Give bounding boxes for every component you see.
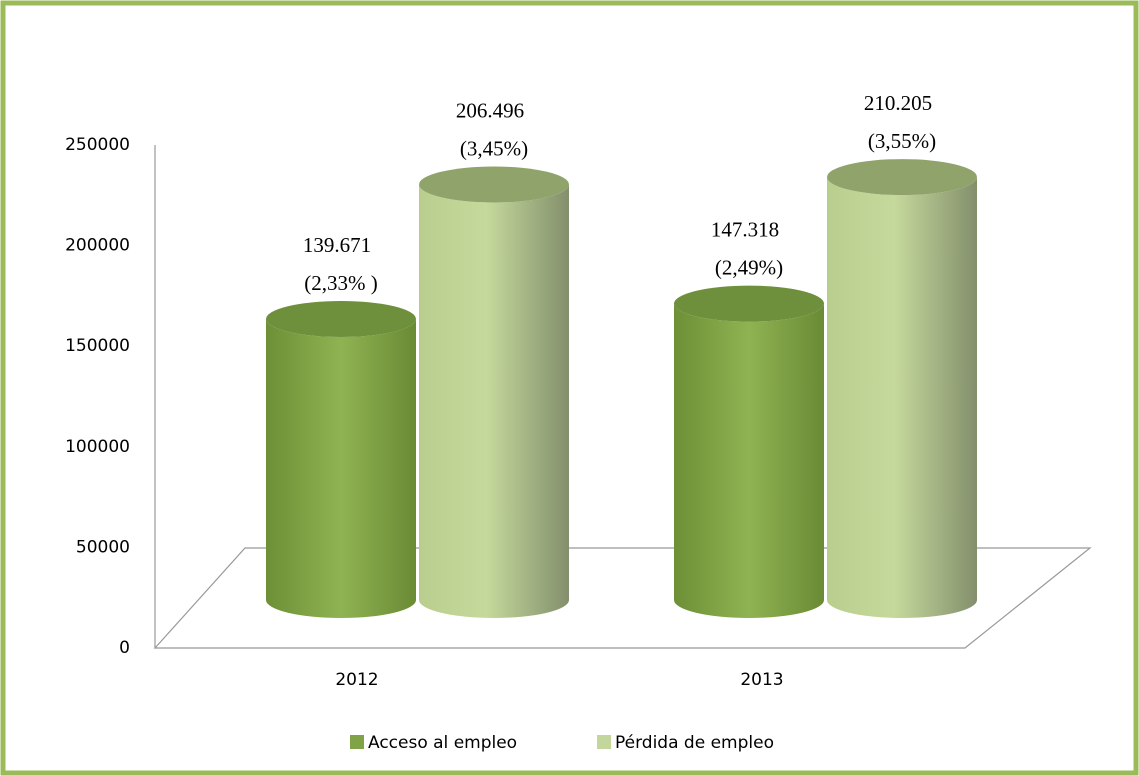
cylinder-body (827, 177, 977, 618)
cylinder-top (419, 166, 569, 203)
legend-swatch (597, 735, 611, 749)
cylinder-body (266, 318, 416, 618)
value-label: 206.496 (456, 98, 524, 122)
cylinder-top (674, 285, 824, 322)
legend-label: Pérdida de empleo (615, 733, 774, 753)
cylinder-body (419, 184, 569, 619)
cylinder-top (827, 159, 977, 196)
value-label: 147.318 (711, 217, 779, 241)
percent-label: (3,45%) (460, 136, 528, 160)
y-tick-label: 150000 (65, 336, 130, 356)
legend-label: Acceso al empleo (368, 733, 517, 753)
x-tick-label: 2012 (335, 670, 378, 690)
cylinder-top (266, 300, 416, 337)
cylinder-body (674, 303, 824, 618)
y-tick-label: 50000 (76, 537, 130, 557)
floor (153, 547, 1092, 649)
percent-label: (2,49%) (715, 255, 783, 279)
percent-label: (2,33% ) (304, 271, 377, 295)
legend-swatch (350, 735, 364, 749)
value-label: 139.671 (303, 233, 371, 257)
y-tick-label: 200000 (65, 236, 130, 256)
value-label: 210.205 (864, 91, 932, 115)
percent-label: (3,55%) (868, 129, 936, 153)
x-tick-label: 2013 (740, 670, 783, 690)
y-tick-label: 250000 (65, 135, 130, 155)
y-tick-label: 100000 (65, 437, 130, 457)
y-tick-label: 0 (119, 638, 130, 658)
